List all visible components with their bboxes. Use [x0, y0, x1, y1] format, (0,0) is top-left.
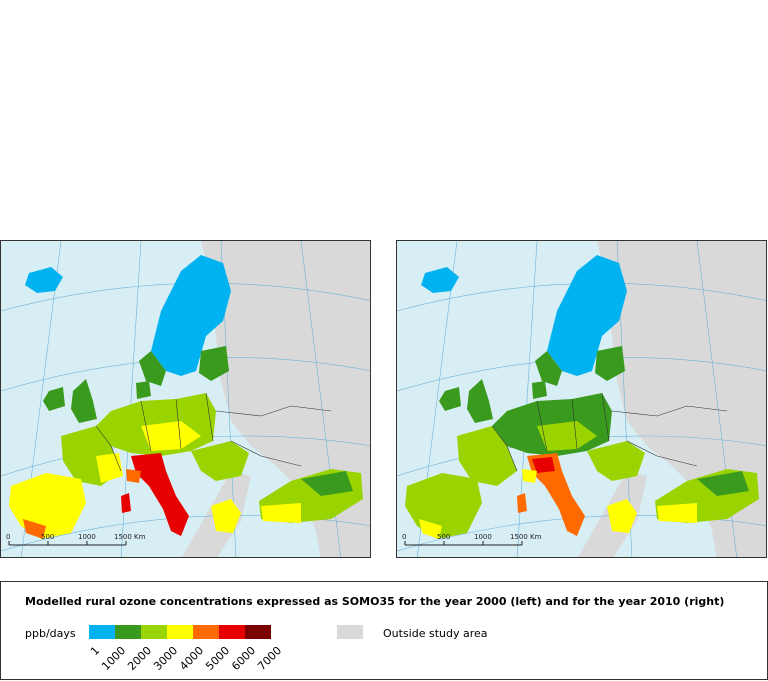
ireland	[439, 387, 461, 411]
legend-swatch-5	[219, 625, 245, 639]
legend-tick-2000: 2000	[125, 644, 155, 673]
legend-tick-6000: 6000	[229, 644, 259, 673]
country-borders	[95, 392, 332, 472]
scale-label-1500: 1500 Km	[510, 533, 542, 541]
scale-label-0: 0	[402, 533, 406, 541]
italy	[527, 453, 585, 536]
legend-tick-1000: 1000	[99, 644, 129, 673]
map-2010-svg: 0 500 1000 1500 Km	[397, 241, 766, 557]
france	[457, 426, 517, 486]
scale-label-1000: 1000	[78, 533, 96, 541]
greece	[211, 499, 241, 533]
baltics	[595, 346, 625, 381]
alps-region	[141, 421, 201, 451]
map-2010: 0 500 1000 1500 Km	[396, 240, 767, 558]
greece	[607, 499, 637, 533]
italy-west	[522, 469, 537, 483]
legend-units: ppb/days	[25, 627, 76, 640]
turkey-west	[261, 503, 301, 523]
turkey-west	[657, 503, 697, 523]
legend-swatch-0	[89, 625, 115, 639]
scale-bar: 0 500 1000 1500 Km	[6, 533, 146, 546]
legend-swatches	[89, 625, 271, 639]
legend-tick-4000: 4000	[177, 644, 207, 673]
legend-swatch-1	[115, 625, 141, 639]
legend-tick-7000: 7000	[255, 644, 285, 673]
great-britain	[71, 379, 97, 423]
legend-swatch-6	[245, 625, 271, 639]
italy-west	[126, 469, 141, 483]
iceland	[421, 267, 459, 293]
scale-label-1500: 1500 Km	[114, 533, 146, 541]
balkans	[587, 441, 645, 481]
map-2000: 0 500 1000 1500 Km	[0, 240, 371, 558]
ireland	[43, 387, 65, 411]
po-valley	[532, 457, 555, 473]
legend-swatch-2	[141, 625, 167, 639]
scale-label-500: 500	[41, 533, 54, 541]
turkey-north	[697, 471, 749, 496]
baltics	[199, 346, 229, 381]
sardinia	[517, 493, 527, 513]
balkans	[191, 441, 249, 481]
iceland	[25, 267, 63, 293]
outside-swatch	[337, 625, 363, 639]
iberia-south	[419, 519, 442, 539]
scale-label-0: 0	[6, 533, 10, 541]
denmark	[532, 381, 547, 399]
alps-region	[537, 421, 597, 451]
iberia-south	[23, 519, 46, 539]
scandinavia	[151, 255, 231, 376]
legend-swatch-3	[167, 625, 193, 639]
scandinavia	[547, 255, 627, 376]
legend-title: Modelled rural ozone concentrations expr…	[25, 595, 725, 608]
scale-label-500: 500	[437, 533, 450, 541]
legend-tick-1: 1	[88, 644, 103, 659]
south-norway	[139, 351, 166, 386]
france-south	[96, 453, 123, 483]
legend-swatch-4	[193, 625, 219, 639]
turkey-north	[301, 471, 353, 496]
sardinia	[121, 493, 131, 513]
outside-label: Outside study area	[383, 627, 488, 640]
scale-label-1000: 1000	[474, 533, 492, 541]
country-borders	[491, 392, 728, 472]
great-britain	[467, 379, 493, 423]
italy	[131, 453, 189, 536]
map-2000-svg: 0 500 1000 1500 Km	[1, 241, 370, 557]
legend-tick-5000: 5000	[203, 644, 233, 673]
legend-tick-3000: 3000	[151, 644, 181, 673]
denmark	[136, 381, 151, 399]
scale-bar: 0 500 1000 1500 Km	[402, 533, 542, 546]
legend: Modelled rural ozone concentrations expr…	[0, 581, 768, 680]
south-norway	[535, 351, 562, 386]
